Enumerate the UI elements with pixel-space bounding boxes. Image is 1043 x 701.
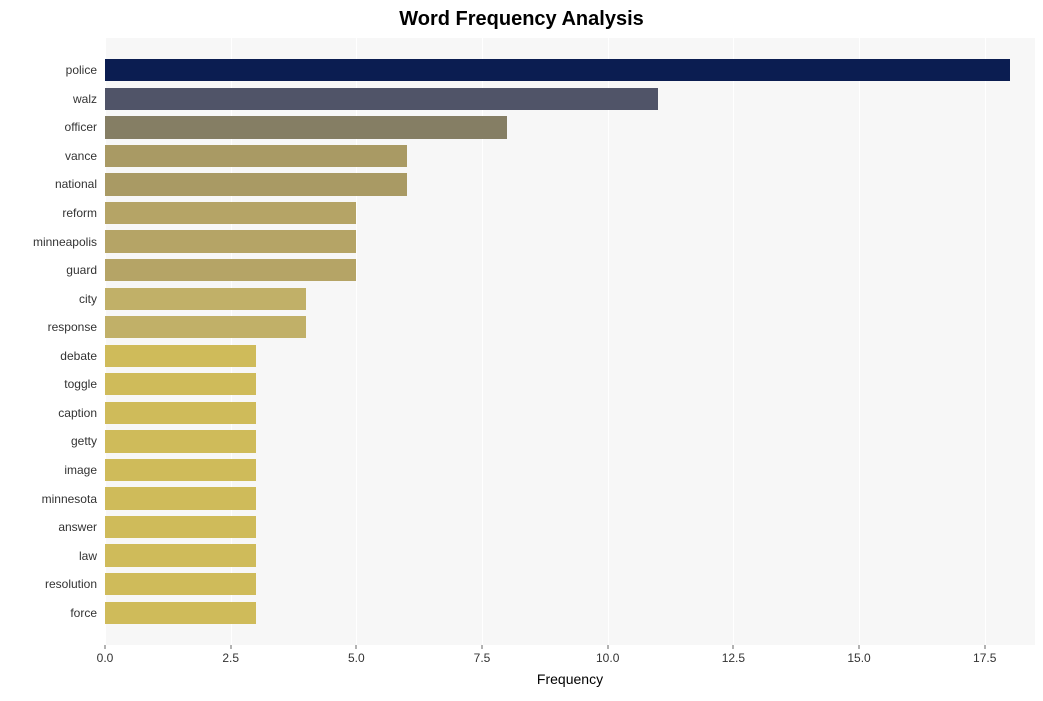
y-tick-label: image xyxy=(0,463,97,477)
y-tick-label: police xyxy=(0,63,97,77)
bar xyxy=(105,544,256,566)
bar xyxy=(105,288,306,310)
y-tick-label: minnesota xyxy=(0,492,97,506)
word-frequency-chart: Word Frequency Analysis Frequency 0.0 2.5… xyxy=(0,0,1043,701)
bar xyxy=(105,373,256,395)
y-tick-label: national xyxy=(0,177,97,191)
plot-area xyxy=(105,38,1035,645)
bar xyxy=(105,259,356,281)
x-tick-label: 5.0 xyxy=(348,651,365,665)
y-tick-label: walz xyxy=(0,92,97,106)
bar xyxy=(105,145,407,167)
bar xyxy=(105,459,256,481)
x-tick-label: 7.5 xyxy=(474,651,491,665)
x-tick-label: 17.5 xyxy=(973,651,996,665)
y-tick-label: law xyxy=(0,549,97,563)
bar xyxy=(105,230,356,252)
x-tick-label: 10.0 xyxy=(596,651,619,665)
x-tick xyxy=(356,645,357,649)
y-tick-label: guard xyxy=(0,263,97,277)
y-tick-label: officer xyxy=(0,120,97,134)
x-tick xyxy=(230,645,231,649)
y-tick-label: toggle xyxy=(0,377,97,391)
y-tick-label: getty xyxy=(0,434,97,448)
y-tick-label: answer xyxy=(0,520,97,534)
bar xyxy=(105,88,658,110)
x-tick-label: 12.5 xyxy=(722,651,745,665)
x-axis-title: Frequency xyxy=(105,671,1035,687)
y-tick-label: city xyxy=(0,292,97,306)
bar xyxy=(105,602,256,624)
bar xyxy=(105,316,306,338)
y-tick-label: debate xyxy=(0,349,97,363)
bar xyxy=(105,116,507,138)
bar xyxy=(105,345,256,367)
y-tick-label: reform xyxy=(0,206,97,220)
x-tick-label: 0.0 xyxy=(97,651,114,665)
bar xyxy=(105,516,256,538)
gridline xyxy=(985,38,986,645)
bar xyxy=(105,430,256,452)
x-tick xyxy=(984,645,985,649)
bar xyxy=(105,59,1010,81)
y-tick-label: vance xyxy=(0,149,97,163)
y-tick-label: response xyxy=(0,320,97,334)
x-tick xyxy=(482,645,483,649)
x-tick xyxy=(859,645,860,649)
y-tick-label: minneapolis xyxy=(0,235,97,249)
y-tick-label: resolution xyxy=(0,577,97,591)
y-tick-label: caption xyxy=(0,406,97,420)
x-tick-label: 2.5 xyxy=(222,651,239,665)
bar xyxy=(105,173,407,195)
bar xyxy=(105,573,256,595)
y-tick-label: force xyxy=(0,606,97,620)
x-tick xyxy=(105,645,106,649)
x-tick xyxy=(733,645,734,649)
bar xyxy=(105,487,256,509)
chart-title: Word Frequency Analysis xyxy=(0,8,1043,31)
gridline xyxy=(608,38,609,645)
gridline xyxy=(733,38,734,645)
bar xyxy=(105,402,256,424)
x-tick-label: 15.0 xyxy=(847,651,870,665)
x-tick xyxy=(607,645,608,649)
gridline xyxy=(859,38,860,645)
bar xyxy=(105,202,356,224)
